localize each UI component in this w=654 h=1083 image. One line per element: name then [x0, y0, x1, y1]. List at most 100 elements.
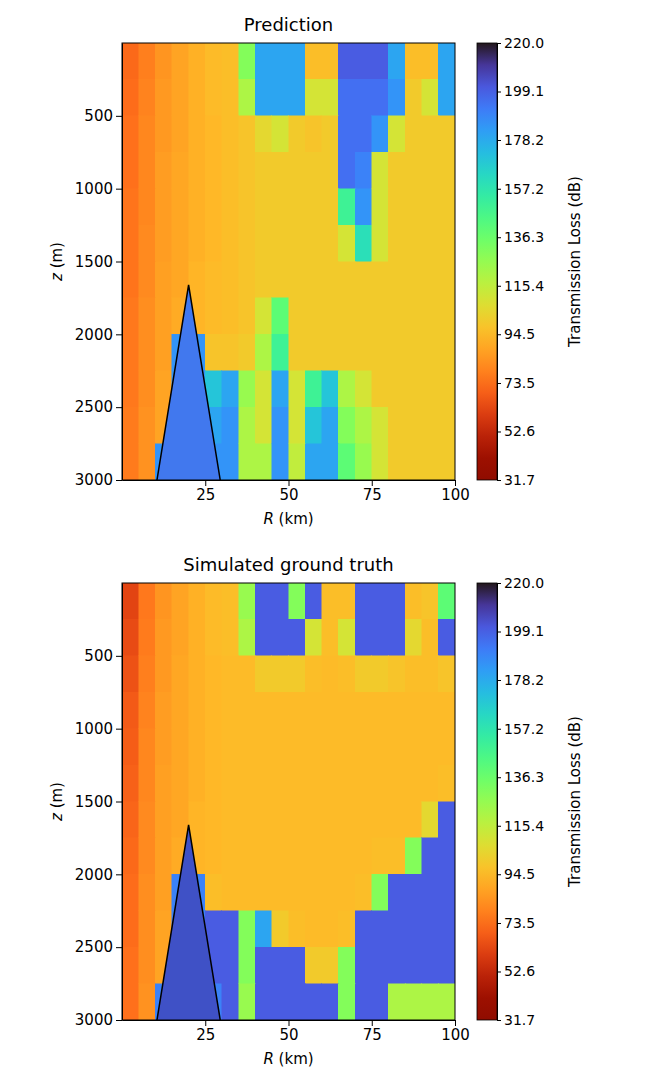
heatmap-cell: [355, 838, 372, 874]
y-tick-label: 1000: [75, 180, 113, 198]
heatmap-cell: [189, 729, 206, 765]
heatmap-cell: [305, 225, 322, 261]
heatmap-cell: [372, 583, 389, 619]
heatmap-cell: [338, 225, 355, 261]
panel: 25507510050010001500200025003000Predicti…: [48, 14, 584, 528]
y-axis-title: z (m): [48, 782, 66, 822]
heatmap-cell: [388, 984, 405, 1020]
x-tick-label: 50: [279, 1026, 298, 1044]
heatmap-cell: [438, 838, 455, 874]
heatmap-cell: [355, 189, 372, 225]
heatmap-cell: [405, 619, 422, 655]
heatmap-cell: [438, 371, 455, 407]
heatmap-cell: [405, 225, 422, 261]
heatmap-cell: [239, 444, 256, 480]
heatmap-cell: [388, 298, 405, 334]
heatmap-cell: [289, 444, 306, 480]
heatmap-cell: [305, 583, 322, 619]
heatmap-cell: [388, 334, 405, 370]
heatmap-cell: [255, 838, 272, 874]
heatmap-cell: [205, 838, 222, 874]
heatmap-cell: [422, 619, 439, 655]
heatmap-cell: [305, 189, 322, 225]
heatmap-cell: [189, 225, 206, 261]
heatmap-cell: [338, 874, 355, 910]
heatmap-cell: [322, 729, 339, 765]
colorbar-tick: 199.1: [497, 623, 544, 639]
heatmap-cell: [388, 911, 405, 947]
heatmap-cell: [255, 692, 272, 728]
colorbar-tick: 220.0: [497, 35, 544, 51]
heatmap-cell: [388, 692, 405, 728]
heatmap-cell: [222, 619, 239, 655]
plot-frame: [122, 583, 455, 1020]
y-tick: 1000: [75, 180, 122, 198]
x-tick: 50: [279, 1020, 298, 1044]
heatmap-cell: [239, 656, 256, 692]
colorbar-tick: 178.2: [497, 132, 544, 148]
heatmap-cell: [422, 838, 439, 874]
y-tick: 500: [84, 107, 122, 125]
heatmap-cell: [388, 947, 405, 983]
heatmap-cell: [122, 407, 139, 443]
heatmap-cell: [355, 407, 372, 443]
colorbar-tick-mark: [497, 923, 501, 924]
y-tick-mark: [116, 947, 122, 948]
heatmap-cell: [338, 984, 355, 1020]
colorbar-tick: 52.6: [497, 963, 535, 979]
heatmap-cell: [272, 407, 289, 443]
heatmap-cell: [338, 729, 355, 765]
heatmap-cell: [189, 189, 206, 225]
heatmap-cell: [255, 407, 272, 443]
heatmap-cell: [372, 79, 389, 115]
heatmap-cell: [405, 116, 422, 152]
heatmap-cell: [289, 838, 306, 874]
heatmap-cell: [388, 874, 405, 910]
panel-title: Simulated ground truth: [183, 554, 393, 575]
heatmap-cell: [155, 874, 172, 910]
heatmap-cell: [272, 225, 289, 261]
axis-title-unit: (m): [48, 242, 66, 273]
colorbar-tick-mark: [497, 334, 501, 335]
heatmap-cells: [122, 43, 455, 480]
heatmap-cell: [272, 583, 289, 619]
heatmap-cell: [239, 225, 256, 261]
heatmap-cell: [222, 116, 239, 152]
colorbar-tick-mark: [497, 43, 501, 44]
heatmap-cell: [139, 189, 156, 225]
heatmap-cell: [305, 838, 322, 874]
heatmap-cell: [422, 225, 439, 261]
heatmap-cell: [222, 765, 239, 801]
y-tick-label: 500: [84, 107, 113, 125]
heatmap-cell: [438, 116, 455, 152]
colorbar-tick-label: 31.7: [504, 1012, 535, 1028]
heatmap-cell: [122, 765, 139, 801]
colorbar-tick-label: 178.2: [504, 672, 544, 688]
heatmap-cell: [405, 262, 422, 298]
heatmap-cell: [255, 444, 272, 480]
y-tick-label: 2500: [75, 938, 113, 956]
heatmap-cell: [122, 838, 139, 874]
colorbar-tick-mark: [497, 92, 501, 93]
heatmap-cell: [255, 334, 272, 370]
heatmap-cell: [272, 371, 289, 407]
y-axis: 50010001500200025003000: [75, 44, 123, 490]
heatmap-cell: [255, 947, 272, 983]
heatmap-cell: [222, 656, 239, 692]
heatmap-cell: [255, 152, 272, 188]
heatmap-cell: [388, 189, 405, 225]
heatmap-cell: [322, 874, 339, 910]
heatmap-cell: [239, 911, 256, 947]
heatmap-cell: [122, 43, 139, 79]
heatmap-cell: [205, 619, 222, 655]
heatmap-cell: [338, 189, 355, 225]
heatmap-cell: [205, 262, 222, 298]
heatmap-cell: [372, 619, 389, 655]
heatmap-cell: [289, 984, 306, 1020]
heatmap-cell: [372, 947, 389, 983]
heatmap-cell: [372, 874, 389, 910]
heatmap-cell: [438, 583, 455, 619]
heatmap-cell: [372, 692, 389, 728]
heatmap-cell: [222, 444, 239, 480]
colorbar-tick: 115.4: [497, 278, 544, 294]
